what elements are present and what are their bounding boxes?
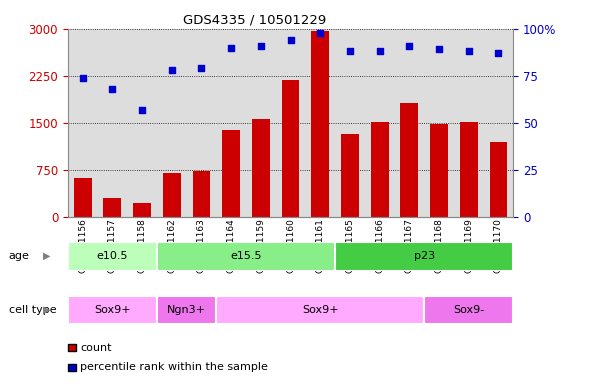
Point	[345, 48, 355, 55]
Bar	[341, 134, 359, 217]
Bar	[222, 131, 240, 217]
Text: percentile rank within the sample: percentile rank within the sample	[80, 362, 268, 372]
Text: ▶: ▶	[42, 251, 50, 261]
Point	[316, 30, 325, 36]
Point	[137, 107, 147, 113]
Text: Sox9+: Sox9+	[94, 305, 131, 315]
Bar	[312, 31, 329, 217]
Bar	[157, 296, 217, 324]
Bar	[192, 170, 211, 217]
Text: e15.5: e15.5	[230, 251, 262, 262]
Bar	[460, 122, 478, 217]
Bar	[371, 122, 389, 217]
Bar	[430, 124, 448, 217]
Bar	[68, 296, 157, 324]
Text: age: age	[9, 251, 30, 261]
Bar	[68, 242, 157, 271]
Text: count: count	[80, 343, 112, 353]
Bar	[74, 178, 91, 217]
Text: cell type: cell type	[9, 305, 57, 315]
Text: e10.5: e10.5	[97, 251, 128, 262]
Text: Ngn3+: Ngn3+	[167, 305, 206, 315]
Point	[405, 43, 414, 49]
Bar	[217, 296, 424, 324]
Bar	[157, 242, 335, 271]
Bar	[252, 119, 270, 217]
Point	[434, 46, 444, 53]
Bar	[103, 197, 122, 217]
Bar	[490, 142, 507, 217]
Title: GDS4335 / 10501229: GDS4335 / 10501229	[183, 13, 326, 26]
Point	[78, 74, 87, 81]
Bar	[133, 203, 151, 217]
Text: Sox9-: Sox9-	[453, 305, 484, 315]
Point	[256, 43, 266, 49]
Point	[196, 65, 206, 71]
Point	[286, 37, 295, 43]
Text: Sox9+: Sox9+	[302, 305, 339, 315]
Bar	[424, 296, 513, 324]
Text: p23: p23	[414, 251, 435, 262]
Point	[494, 50, 503, 56]
Bar	[281, 80, 300, 217]
Point	[464, 48, 473, 55]
Bar	[163, 173, 181, 217]
Point	[375, 48, 385, 55]
Point	[167, 67, 176, 73]
Bar	[401, 103, 418, 217]
Bar	[335, 242, 513, 271]
Point	[107, 86, 117, 92]
Text: ▶: ▶	[42, 305, 50, 315]
Point	[227, 45, 236, 51]
